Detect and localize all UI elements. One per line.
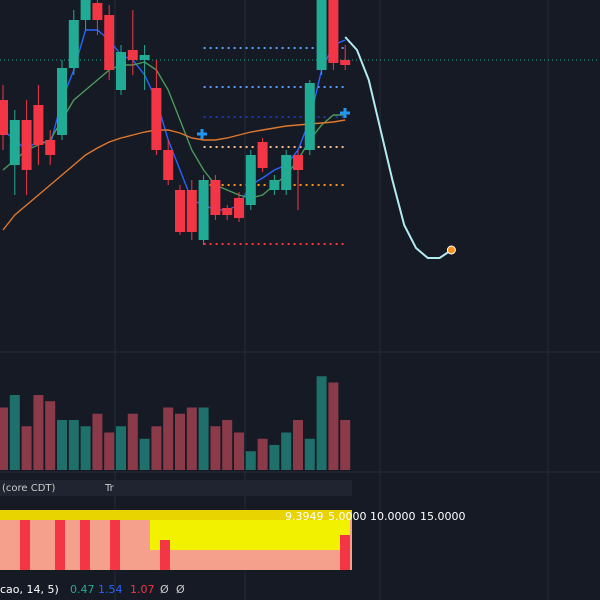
candle-body <box>21 120 32 170</box>
candle-body <box>0 100 8 135</box>
indicator-text: 10.0000 <box>370 510 416 523</box>
volume-bar <box>92 413 103 470</box>
volume-bar <box>139 438 150 470</box>
indicator-text: 15.0000 <box>420 510 466 523</box>
candle-body <box>175 190 185 232</box>
indicator-text: (core CDT) <box>2 483 56 494</box>
candle-body <box>116 52 126 90</box>
volume-bar <box>175 413 185 470</box>
volume-bar <box>281 432 292 470</box>
candle-body <box>80 0 91 20</box>
candle-body <box>304 83 315 150</box>
candle-body <box>68 20 79 68</box>
candle-body <box>127 50 138 60</box>
footer-text: Ø <box>160 583 169 596</box>
candle-body <box>222 208 233 215</box>
indicator-text: Tr <box>104 483 115 494</box>
volume-bar <box>210 426 221 470</box>
candle-body <box>257 142 268 168</box>
candle-body <box>340 60 351 65</box>
volume-bar <box>293 420 303 470</box>
volume-bar <box>269 445 280 470</box>
indicator-line <box>2 29 346 211</box>
candle-body <box>57 68 67 135</box>
candle-body <box>139 55 150 60</box>
footer-text: 1.54 <box>98 583 123 596</box>
volume-bar <box>328 382 339 470</box>
volume-bar <box>68 420 79 470</box>
volume-bar <box>245 451 256 470</box>
candle-body <box>9 120 20 165</box>
candle-body <box>33 105 44 145</box>
volume-bar <box>198 407 209 470</box>
candle-body <box>45 140 56 155</box>
volume-bar <box>57 420 67 470</box>
volume-bar <box>163 407 174 470</box>
volume-bar <box>340 420 351 470</box>
candle-body <box>104 15 115 70</box>
volume-bar <box>316 376 327 470</box>
footer-text: 1.07 <box>130 583 155 596</box>
volume-bar <box>0 407 8 470</box>
volume-bar <box>304 438 315 470</box>
volume-bar <box>222 420 233 470</box>
heatmap-pane <box>0 510 352 570</box>
volume-bar <box>116 426 126 470</box>
volume-bar <box>9 395 20 470</box>
volume-bar <box>104 432 115 470</box>
volume-bar <box>21 426 32 470</box>
volume-bar <box>151 426 162 470</box>
candle-body <box>245 155 256 205</box>
footer-text: cao, 14, 5) <box>0 583 59 596</box>
candle-body <box>316 0 327 70</box>
signal-pane <box>0 480 352 496</box>
candle-body <box>281 155 292 190</box>
candle-body <box>163 150 174 180</box>
footer-text: Ø <box>176 583 185 596</box>
volume-bar <box>33 395 44 470</box>
candle-body <box>198 180 209 240</box>
candle-body <box>234 198 244 218</box>
candle-body <box>269 180 280 190</box>
volume-bar <box>45 401 56 470</box>
volume-bar <box>257 438 268 470</box>
candle-body <box>210 180 221 215</box>
candle-body <box>92 3 103 20</box>
indicator-line <box>344 36 452 259</box>
candle-body <box>328 0 339 63</box>
indicator-text: 5.0000 <box>328 510 367 523</box>
indicator-text: 9.3949 <box>285 510 324 523</box>
candle-body <box>151 88 162 150</box>
footer-text: 0.47 <box>70 583 95 596</box>
marker-cross <box>197 129 207 139</box>
candle-body <box>293 155 303 170</box>
candle-body <box>186 190 197 232</box>
marker-cross <box>340 108 350 118</box>
volume-bar <box>127 413 138 470</box>
volume-bar <box>234 432 244 470</box>
forecast-end <box>446 245 456 255</box>
indicator-line <box>2 119 346 231</box>
volume-bar <box>80 426 91 470</box>
volume-bar <box>186 407 197 470</box>
